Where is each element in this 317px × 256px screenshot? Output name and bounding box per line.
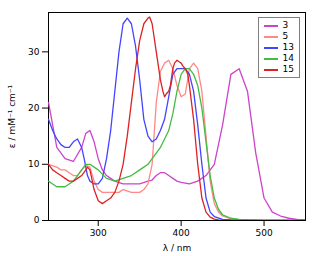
svg-text:30: 30 — [28, 47, 40, 57]
html-text:13: 13 — [282, 42, 294, 52]
html-text:14: 14 — [282, 53, 294, 63]
html-text:3: 3 — [282, 20, 289, 30]
svg-text:400: 400 — [173, 228, 190, 238]
html-text:15: 15 — [282, 64, 294, 74]
svg-text:20: 20 — [28, 103, 40, 113]
svg-text:300: 300 — [90, 228, 107, 238]
svg-text:500: 500 — [255, 228, 272, 238]
svg-text:ε / mM⁻¹ cm⁻¹: ε / mM⁻¹ cm⁻¹ — [7, 84, 17, 148]
svg-text:λ / nm: λ / nm — [163, 243, 192, 253]
html-text:5: 5 — [282, 31, 289, 41]
svg-text:0: 0 — [34, 215, 40, 225]
svg-text:10: 10 — [28, 159, 40, 169]
